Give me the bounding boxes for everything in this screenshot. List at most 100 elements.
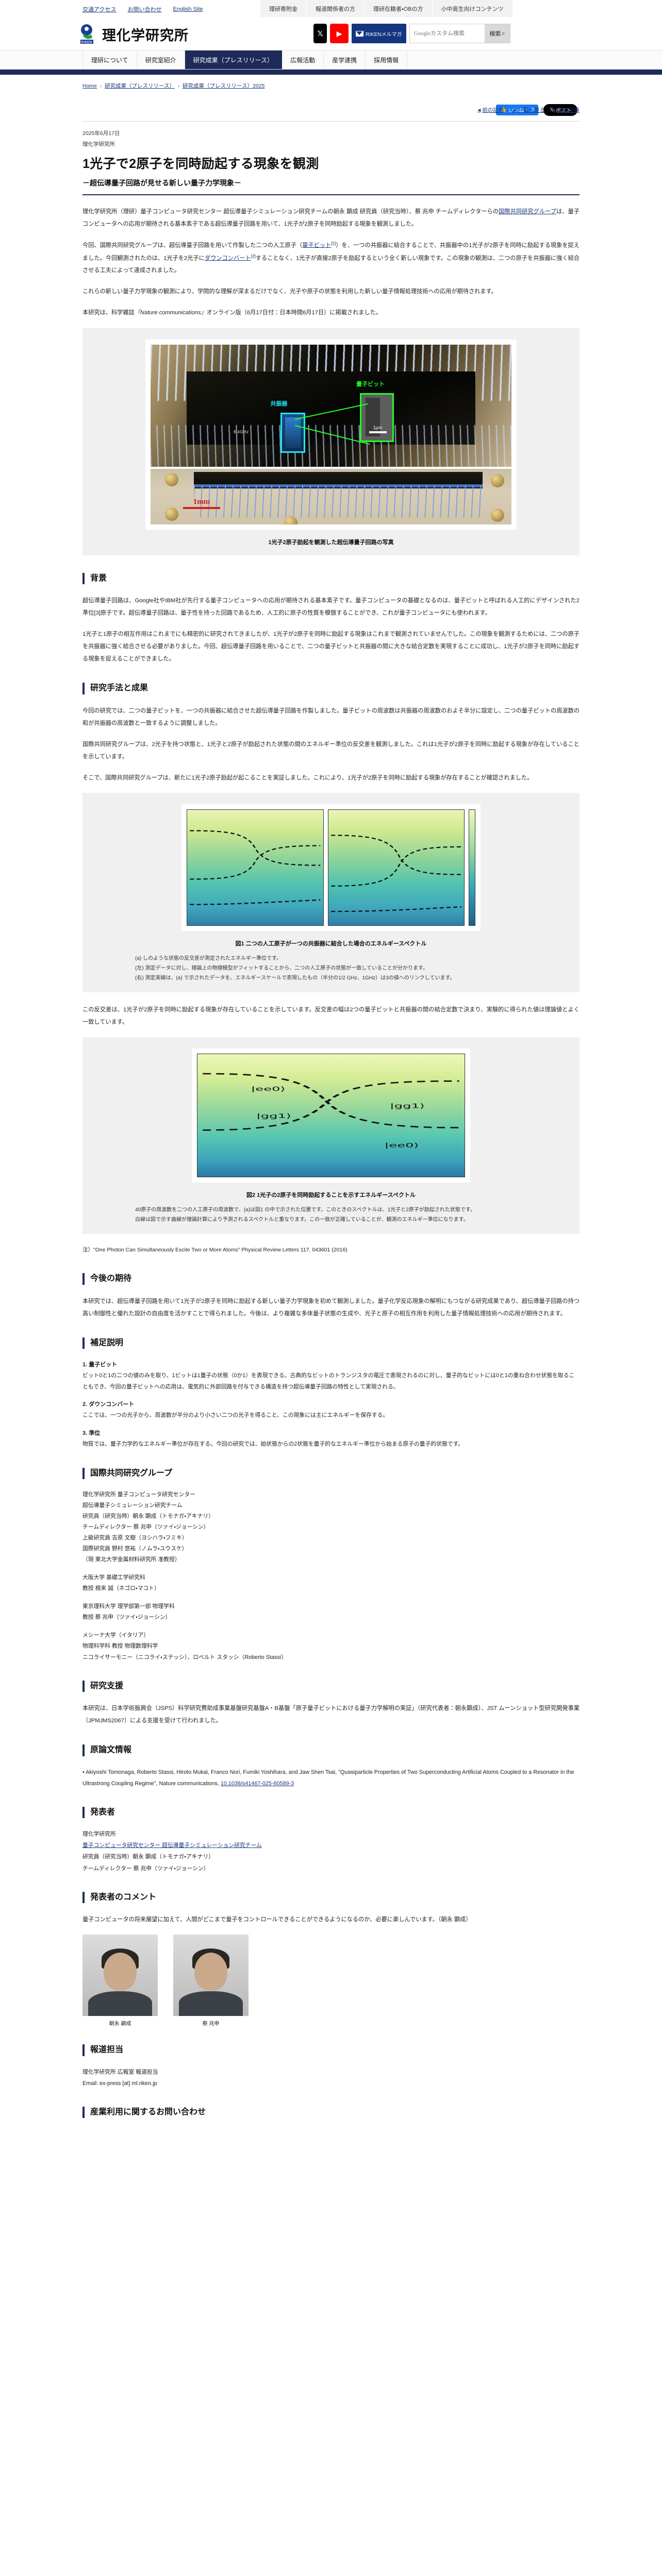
supplement-item-desc: 物質では、量子力学的なエネルギー準位が存在する。今回の研究では、始状態からの2状…: [82, 1440, 464, 1447]
comment-text: 量子コンピュータの将来展望に加えて、人間がどこまで量子をコントロールできることが…: [82, 1917, 472, 1923]
breadcrumb-press[interactable]: 研究成果（プレスリリース）: [105, 83, 175, 89]
portrait-torso: [179, 1991, 243, 2016]
package-screw: [165, 507, 178, 521]
figure-2-left-panel: [187, 809, 324, 926]
lead4-part-a: 本研究は、科学雑誌: [82, 310, 135, 316]
prev-article-link[interactable]: ◀ 前の記事: [477, 106, 504, 114]
supplement-item-term: ダウンコンバート: [89, 1401, 135, 1408]
qubit-term-link[interactable]: 量子ビット: [302, 242, 332, 249]
future-paragraph-1: 本研究では、超伝導量子回路を用いて1光子が2原子を同時に励起する新しい量子力学現…: [82, 1298, 580, 1317]
x-icon[interactable]: 𝕏: [313, 24, 327, 43]
breadcrumb-separator: ›: [100, 83, 102, 89]
prev-article-label: 前の記事: [482, 107, 504, 113]
lead1-part-a: 理化学研究所（理研）量子コンピュータ研究センター 超伝導量子シミュレーション研究…: [82, 208, 499, 215]
resonator-label: 共振器: [270, 401, 288, 408]
package-wirebonds: [194, 485, 483, 518]
scale-bar-mm: 1mm: [183, 498, 220, 509]
figure-3: |ee0⟩ |gg1⟩ |gg1⟩ |ee0⟩ 図2 1光子の2原子を同時励起す…: [82, 1037, 580, 1234]
breadcrumb: Home › 研究成果（プレスリリース） › 研究成果（プレスリリース）2025: [82, 82, 662, 90]
search-input[interactable]: [409, 24, 485, 43]
utility-tab-donation[interactable]: 理研寄附金: [260, 0, 307, 17]
wirebond-bottom: [151, 425, 511, 467]
author-team-link[interactable]: 量子コンピュータ研究センター 超伝導量子シミュレーション研究チーム: [82, 1842, 262, 1849]
breadcrumb-separator: ›: [178, 83, 179, 89]
facebook-like-button[interactable]: 👍 いいね！ 9: [495, 105, 538, 115]
figure-2-chart: [187, 809, 475, 926]
utility-tab-students[interactable]: 小中高生向けコンテンツ: [432, 0, 513, 17]
section-heading-future: 今後の期待: [82, 1273, 580, 1285]
back-to-list-label: 一覧へ戻る: [518, 107, 545, 113]
nav-item-careers[interactable]: 採用情報: [366, 50, 408, 69]
author-photo-name: 蔡 兆申: [202, 2021, 220, 2027]
nav-item-about[interactable]: 理研について: [82, 50, 137, 69]
page-title: 1光子で2原子を同時励起する現象を観測: [82, 156, 319, 171]
author-line-1: 理化学研究所: [82, 1831, 116, 1838]
paper-doi-link[interactable]: 10.1038/s41467-025-60589-3: [220, 1780, 294, 1787]
section-heading-method: 研究手法と成果: [82, 683, 580, 694]
figure-3-inner: |ee0⟩ |gg1⟩ |gg1⟩ |ee0⟩: [192, 1048, 470, 1183]
nav-item-labs[interactable]: 研究室紹介: [137, 50, 185, 69]
figure-3-chart: |ee0⟩ |gg1⟩ |gg1⟩ |ee0⟩: [197, 1054, 465, 1178]
mailmagazine-button[interactable]: RIKENメルマガ: [352, 24, 406, 43]
x-icon: 𝕏: [549, 107, 554, 113]
utility-link-english[interactable]: English Site: [173, 6, 203, 12]
figure-2-note-b: (左) 測定データに対し、理論上の物理模型がフィットすることから、二つの人工原子…: [135, 965, 428, 972]
intl-group-link[interactable]: 国際共同研究グループ: [499, 208, 557, 215]
lead2-part-c: することなく、1光子が直接2原子を励起するという全く新しい現象です。この現象の観…: [82, 255, 580, 274]
share-row: 👍 いいね！ 9 𝕏 ポスト: [82, 104, 580, 116]
breadcrumb-home[interactable]: Home: [82, 82, 97, 89]
ref-marker-2[interactable]: [2]: [251, 253, 256, 259]
nav-item-pr-activities[interactable]: 広報活動: [282, 50, 324, 69]
search-icon: ⌕: [502, 30, 505, 37]
author-photo-item: 朝永 顕成: [82, 1935, 158, 2027]
figure-3-note-b: 白線は図で示す曲線が理論計算により予測されるスペクトルと重なります。この一致が正…: [135, 1217, 469, 1223]
figure-3-notes: 40原子の周波数を二つの人工原子の周波数で、(a)は図1 の中で示された位置です…: [130, 1205, 532, 1225]
svg-text:RIKEN: RIKEN: [81, 40, 92, 44]
section-heading-support: 研究支援: [82, 1680, 580, 1692]
search-submit-button[interactable]: 検索 ⌕: [485, 24, 510, 43]
x-post-button[interactable]: 𝕏 ポスト: [543, 104, 577, 116]
chevron-left-icon: ◀: [477, 108, 481, 112]
lead2-part-a: 今回、国際共同研究グループは、超伝導量子回路を用いて作製した二つの人工原子（: [82, 242, 303, 249]
back-to-list-link[interactable]: ▲ 一覧へ戻る: [512, 106, 544, 114]
author-line-2: 量子コンピュータ研究センター 超伝導量子シミュレーション研究チーム: [82, 1840, 580, 1851]
search-submit-label: 検索: [489, 31, 501, 37]
article-page: 👍 いいね！ 9 𝕏 ポスト ◀ 前の記事 ▲ 一覧へ戻る ▶ 次の記事 2025年6…: [82, 104, 580, 2149]
utility-link-access[interactable]: 交通アクセス: [82, 6, 117, 13]
nav-item-press-releases[interactable]: 研究成果（プレスリリース）: [185, 50, 283, 69]
site-logo[interactable]: RIKEN 理化学研究所: [78, 23, 189, 45]
downconvert-term-link[interactable]: ダウンコンバート: [204, 255, 251, 262]
package-screw: [284, 516, 297, 524]
nav-item-industry[interactable]: 産学連携: [324, 50, 366, 69]
supplement-item-term: 準位: [89, 1430, 101, 1436]
section-heading-intl-group: 国際共同研究グループ: [82, 1467, 580, 1479]
utility-tab-press[interactable]: 報道関係者の方: [307, 0, 365, 17]
supplement-item-term: 量子ビット: [89, 1362, 118, 1368]
intl-group-block-3: 東京理科大学 理学部第一部 物理学科 教授 蔡 兆申（ツァイ・ジョーシン）: [82, 1603, 175, 1621]
svg-text:|gg1⟩: |gg1⟩: [256, 1112, 291, 1120]
author-portrait: [173, 1935, 249, 2016]
lead1-part-b: は、量子コンピュータへの応用が期待される基本素子である超伝導量子回路を用いて、1…: [82, 208, 580, 227]
supplement-item-desc: ここでは、一つの光子から、周波数が半分のより小さい二つの光子を得ること、この現象…: [82, 1412, 389, 1419]
utility-link-contact[interactable]: お問い合わせ: [127, 6, 162, 13]
utility-links: 交通アクセス お問い合わせ English Site: [82, 0, 203, 18]
reference-citation: 注）"One Photon Can Simultaneously Excite …: [82, 1247, 347, 1253]
author-photos: 朝永 顕成 蔡 兆申: [82, 1935, 580, 2027]
article-org: 理化学研究所: [82, 141, 115, 147]
lead-paragraph-3: これらの新しい量子力学現象の観測により、学問的な理解が深まるだけでなく、光子や原…: [82, 289, 497, 295]
frequency-annotation: 6.4GHz: [234, 430, 249, 435]
utility-tab-alumni[interactable]: 理研在籍者・OBの方: [365, 0, 433, 17]
article-date: 2025年6月17日: [82, 130, 120, 137]
lead4-part-b: オンライン版（6月17日付：日本時間6月17日）に掲載されました。: [206, 310, 382, 316]
breadcrumb-press-2025[interactable]: 研究成果（プレスリリース）2025: [183, 83, 265, 89]
figure-2-left-curves: [190, 830, 321, 905]
next-article-link[interactable]: ▶ 次の記事: [553, 106, 580, 114]
lead2-part-b: ）を、一つの共振器に結合することで、共振器中の1光子が2原子を同時に励起する現象…: [82, 242, 580, 262]
search-box: 検索 ⌕: [409, 24, 510, 43]
qubit-highlight-box: [360, 393, 394, 443]
youtube-icon[interactable]: ▶: [330, 24, 349, 43]
riken-logo-icon: RIKEN: [78, 23, 98, 45]
ref-marker-1[interactable]: [1]: [331, 241, 336, 246]
resonator-highlight-box: [280, 413, 305, 453]
section-heading-press-contact: 報道担当: [82, 2044, 580, 2056]
